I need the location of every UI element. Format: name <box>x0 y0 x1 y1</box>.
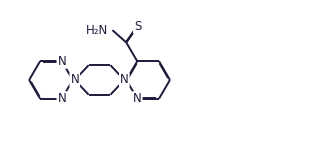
Text: H₂N: H₂N <box>86 24 109 37</box>
Text: N: N <box>133 92 142 105</box>
Text: N: N <box>70 73 79 86</box>
Text: N: N <box>58 92 66 105</box>
Text: N: N <box>120 73 129 86</box>
Text: N: N <box>58 55 66 68</box>
Text: S: S <box>134 20 141 33</box>
